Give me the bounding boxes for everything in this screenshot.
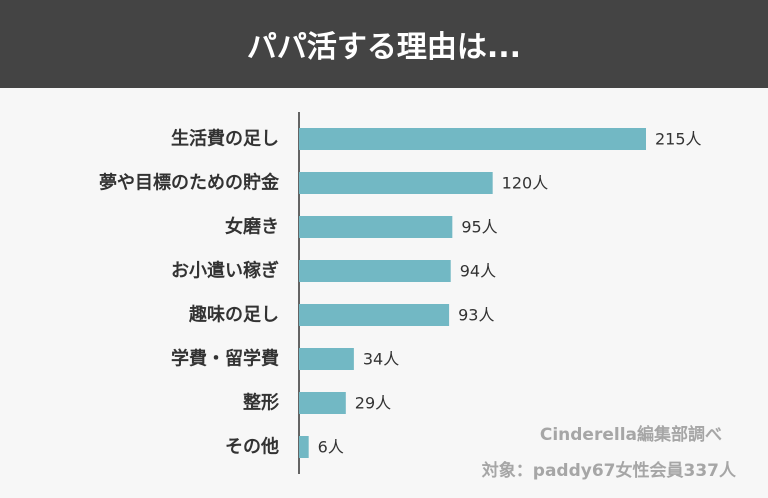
value-label: 93人: [458, 306, 494, 325]
value-label: 29人: [355, 394, 391, 413]
value-label: 215人: [655, 130, 702, 149]
bar: [299, 216, 453, 238]
bar: [299, 128, 646, 150]
bar: [299, 172, 493, 194]
target-credit: 対象：paddy67女性会員337人: [481, 461, 736, 481]
bar: [299, 304, 450, 326]
category-label: 整形: [242, 392, 279, 414]
source-credit: Cinderella編集部調べ: [539, 425, 722, 445]
header-banner: パパ活する理由は...: [0, 0, 768, 88]
category-label: 学費・留学費: [171, 348, 279, 370]
category-label: 夢や目標のための貯金: [99, 172, 280, 194]
category-label: その他: [225, 436, 279, 458]
bar: [299, 436, 309, 458]
value-label: 6人: [318, 438, 344, 457]
category-label: お小遣い稼ぎ: [171, 260, 279, 282]
value-label: 95人: [461, 218, 497, 237]
category-label: 女磨き: [225, 216, 279, 238]
page-title: パパ活する理由は...: [246, 30, 522, 65]
value-label: 34人: [363, 350, 399, 369]
value-label: 94人: [460, 262, 496, 281]
bar: [299, 392, 346, 414]
category-label: 生活費の足し: [171, 128, 279, 150]
bar: [299, 348, 354, 370]
chart-area: 生活費の足し 215人夢や目標のための貯金 120人女磨き 95人お小遣い稼ぎ 94人趣…: [0, 88, 768, 498]
value-label: 120人: [502, 174, 549, 193]
bar: [299, 260, 451, 282]
category-label: 趣味の足し: [188, 305, 279, 326]
